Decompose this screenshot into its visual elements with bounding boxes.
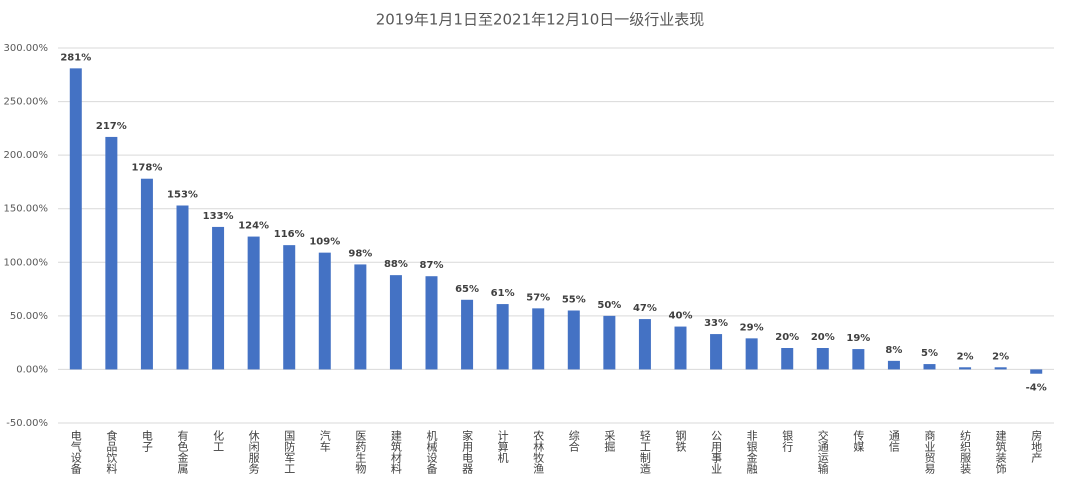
data-label: 98% <box>348 248 372 259</box>
bar <box>603 315 616 370</box>
y-tick-label: 200.00% <box>4 150 49 161</box>
x-tick-label: 非银金融 <box>745 430 758 475</box>
data-label: 61% <box>491 288 515 299</box>
data-label: 65% <box>455 284 479 295</box>
x-tick-label: 电子 <box>140 430 153 452</box>
x-tick-label: 汽车 <box>318 429 331 453</box>
data-label: 116% <box>274 229 305 240</box>
x-tick-label: 建筑装饰 <box>994 429 1007 474</box>
bar <box>389 275 402 370</box>
bar <box>994 367 1007 370</box>
bar <box>212 226 225 370</box>
x-tick-label: 房地产 <box>1030 430 1043 464</box>
bar <box>496 304 509 370</box>
bar <box>247 236 260 370</box>
bar <box>532 308 545 370</box>
data-label: -4% <box>1026 383 1047 394</box>
data-label: 87% <box>420 260 444 271</box>
bar <box>638 319 651 370</box>
bar <box>923 364 936 370</box>
data-label: 2% <box>957 351 974 362</box>
bar <box>887 360 900 370</box>
bar <box>781 348 794 370</box>
data-label: 109% <box>309 237 340 248</box>
x-tick-label: 采掘 <box>603 430 616 453</box>
data-label: 57% <box>526 292 550 303</box>
x-tick-label: 化工 <box>212 429 225 452</box>
bar <box>425 276 438 370</box>
data-label: 29% <box>740 322 764 333</box>
x-tick-label: 休闲服务 <box>247 430 260 474</box>
bar <box>105 136 118 370</box>
bar <box>567 310 580 370</box>
bar <box>852 349 865 370</box>
bar <box>354 264 367 370</box>
data-label: 8% <box>885 345 902 356</box>
data-label: 88% <box>384 259 408 270</box>
data-label: 55% <box>562 295 586 306</box>
y-tick-label: 300.00% <box>4 43 49 54</box>
bar <box>69 68 82 370</box>
data-label: 217% <box>96 121 127 132</box>
data-label: 133% <box>203 211 234 222</box>
x-tick-label: 食品饮料 <box>105 429 118 475</box>
data-label: 153% <box>167 190 198 201</box>
data-label: 281% <box>60 52 91 63</box>
bar <box>710 334 723 370</box>
x-tick-label: 通信 <box>887 430 900 453</box>
x-tick-label: 银行 <box>781 429 794 453</box>
y-tick-label: -50.00% <box>6 418 48 429</box>
x-tick-label: 建筑材料 <box>389 429 402 475</box>
bar <box>176 205 189 370</box>
x-tick-label: 医药生物 <box>354 430 367 474</box>
x-tick-label: 计算机 <box>496 430 509 463</box>
x-tick-label: 轻工制造 <box>638 429 651 474</box>
x-tick-label: 商业贸易 <box>923 429 936 475</box>
bar <box>816 348 829 370</box>
bar <box>745 338 758 370</box>
x-tick-label: 交通运输 <box>816 429 829 475</box>
x-tick-label: 有色金属 <box>176 429 189 475</box>
x-tick-label: 电气设备 <box>69 430 82 475</box>
y-tick-label: 0.00% <box>16 364 48 375</box>
bar <box>959 367 972 370</box>
x-tick-label: 家用电器 <box>461 429 474 475</box>
data-label: 20% <box>775 332 799 343</box>
x-tick-label: 纺织服装 <box>959 429 972 475</box>
bar <box>318 252 331 370</box>
bar <box>140 178 153 370</box>
y-tick-label: 250.00% <box>4 97 49 108</box>
y-tick-label: 150.00% <box>4 204 49 215</box>
data-label: 5% <box>921 348 938 359</box>
x-tick-label: 综合 <box>567 429 580 452</box>
x-tick-label: 钢铁 <box>674 430 687 452</box>
bar <box>283 245 296 370</box>
bar <box>674 326 687 370</box>
data-label: 47% <box>633 303 657 314</box>
x-tick-label: 传媒 <box>852 430 865 453</box>
x-tick-label: 公用事业 <box>710 430 723 474</box>
data-label: 2% <box>992 351 1009 362</box>
data-label: 20% <box>811 332 835 343</box>
data-label: 178% <box>131 163 162 174</box>
data-label: 40% <box>669 311 693 322</box>
data-label: 19% <box>846 333 870 344</box>
x-tick-label: 农林牧渔 <box>532 429 545 475</box>
chart-title: 2019年1月1日至2021年12月10日一级行业表现 <box>376 11 705 29</box>
bar <box>1030 369 1043 374</box>
x-tick-label: 国防军工 <box>283 430 296 474</box>
data-label: 33% <box>704 318 728 329</box>
y-tick-label: 50.00% <box>10 311 48 322</box>
bar <box>461 299 474 370</box>
data-label: 50% <box>597 300 621 311</box>
data-label: 124% <box>238 221 269 232</box>
y-tick-label: 100.00% <box>4 257 49 268</box>
x-tick-label: 机械设备 <box>425 429 438 475</box>
